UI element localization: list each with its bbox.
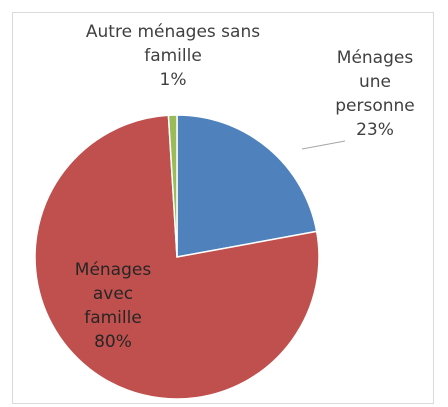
pie-slice [167, 114, 178, 258]
slice-label: Ménages une personne 23% [325, 46, 425, 142]
slice-name: Ménages une personne [335, 48, 415, 116]
slice-name: Autre ménages sans famille [85, 22, 261, 66]
slice-value: 23% [356, 120, 394, 140]
chart-frame [12, 12, 434, 404]
pie-slice [176, 114, 318, 258]
slice-value: 1% [159, 70, 187, 90]
slice-label: Autre ménages sans famille 1% [58, 20, 288, 92]
pie-slice [34, 114, 320, 400]
slice-value: 80% [94, 332, 132, 352]
slice-label: Ménages avec famille 80% [72, 258, 154, 354]
slice-name: Ménages avec famille [74, 260, 152, 328]
leader-line [301, 140, 346, 150]
